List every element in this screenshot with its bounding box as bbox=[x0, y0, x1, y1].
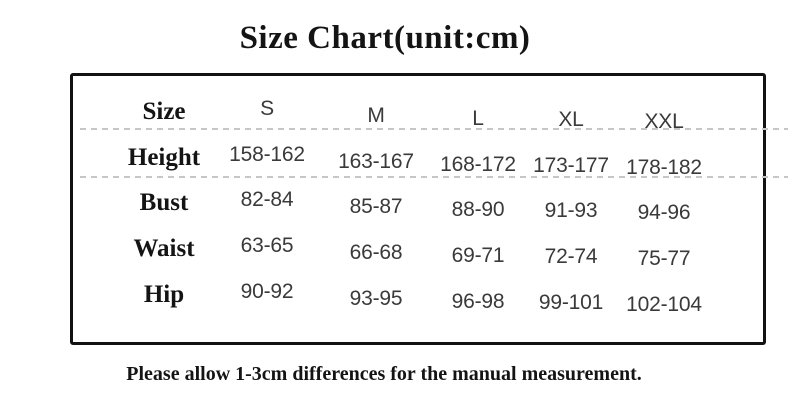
cell-height-l: 168-172 bbox=[440, 153, 516, 176]
cell-hip-xl: 99-101 bbox=[538, 291, 604, 314]
size-chart-title: Size Chart(unit:cm) bbox=[239, 20, 531, 56]
cell-hip-l: 96-98 bbox=[451, 290, 505, 313]
header-cell-xl: XL bbox=[558, 108, 584, 131]
cell-height-m: 163-167 bbox=[338, 150, 414, 173]
header-row-divider bbox=[80, 128, 788, 130]
cell-hip-m: 93-95 bbox=[349, 287, 403, 310]
measurement-note: Please allow 1-3cm differences for the m… bbox=[126, 363, 642, 385]
cell-waist-xxl: 75-77 bbox=[637, 247, 691, 270]
row-label-bust: Bust bbox=[139, 189, 189, 216]
cell-height-s: 158-162 bbox=[229, 143, 305, 166]
cell-bust-m: 85-87 bbox=[349, 195, 403, 218]
header-cell-size: Size bbox=[142, 98, 186, 125]
cell-waist-m: 66-68 bbox=[349, 241, 403, 264]
height-row-divider bbox=[80, 176, 788, 178]
cell-waist-l: 69-71 bbox=[451, 244, 505, 267]
row-label-hip: Hip bbox=[143, 281, 185, 308]
cell-bust-s: 82-84 bbox=[240, 188, 294, 211]
row-label-height: Height bbox=[127, 144, 201, 171]
cell-hip-xxl: 102-104 bbox=[626, 293, 702, 316]
cell-hip-s: 90-92 bbox=[240, 280, 294, 303]
cell-bust-xl: 91-93 bbox=[544, 199, 598, 222]
cell-height-xxl: 178-182 bbox=[626, 156, 702, 179]
cell-waist-s: 63-65 bbox=[240, 234, 294, 257]
cell-waist-xl: 72-74 bbox=[544, 245, 598, 268]
cell-bust-l: 88-90 bbox=[451, 198, 505, 221]
row-label-waist: Waist bbox=[133, 235, 195, 262]
header-cell-m: M bbox=[367, 104, 385, 127]
header-cell-xxl: XXL bbox=[644, 110, 684, 133]
header-cell-s: S bbox=[260, 97, 274, 120]
header-cell-l: L bbox=[472, 107, 484, 130]
size-chart-table-border bbox=[70, 73, 766, 345]
cell-height-xl: 173-177 bbox=[533, 154, 609, 177]
cell-bust-xxl: 94-96 bbox=[637, 201, 691, 224]
